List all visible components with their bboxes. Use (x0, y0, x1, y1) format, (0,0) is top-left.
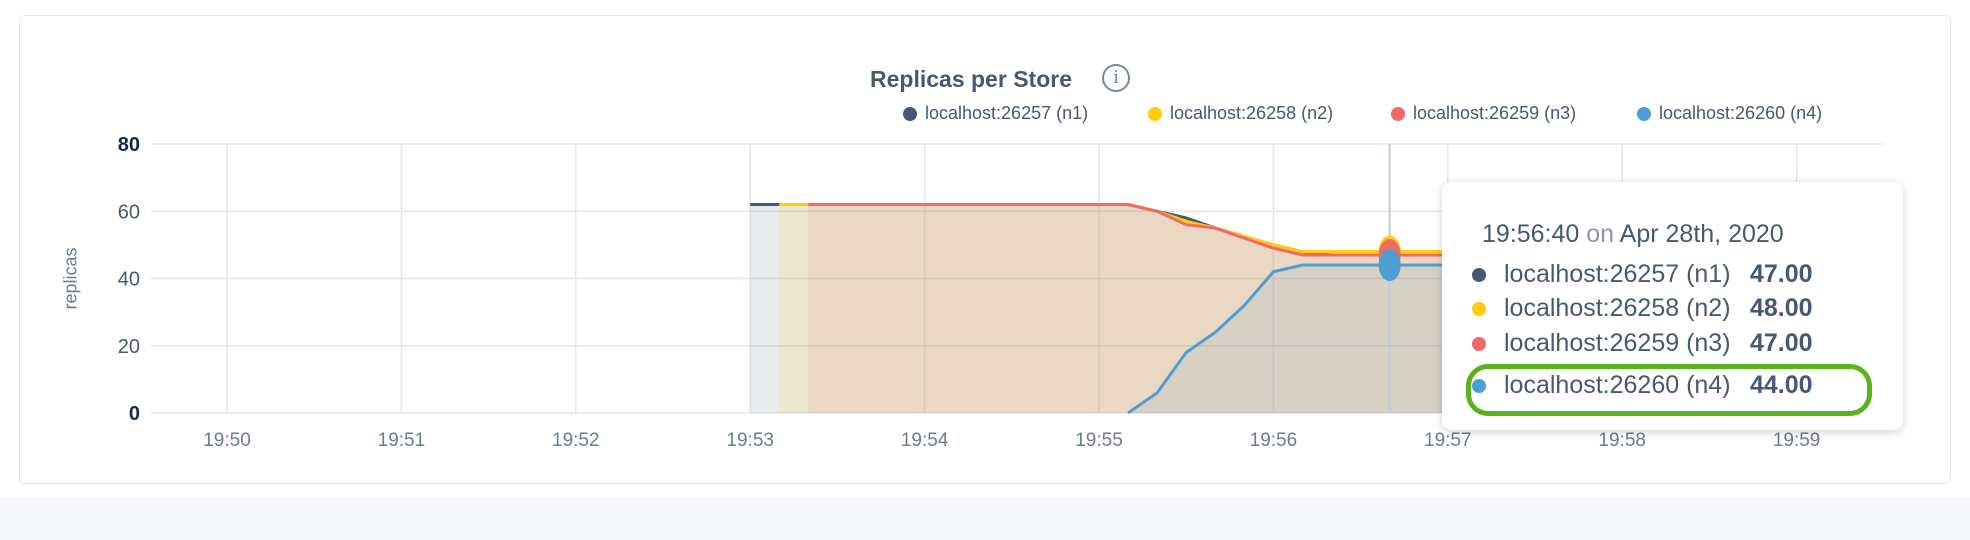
legend-label: localhost:26260 (n4) (1659, 103, 1823, 123)
legend-item-n1[interactable]: localhost:26257 (n1) (903, 103, 1088, 124)
tooltip-series-name: localhost:26260 (n4) (1504, 371, 1731, 399)
legend-dot (903, 106, 917, 121)
tooltip-date: Apr 28th, 2020 (1619, 220, 1784, 248)
x-tick-label: 19:57 (1424, 430, 1472, 451)
x-tick-label: 19:59 (1773, 430, 1821, 451)
legend-label: localhost:26258 (n2) (1170, 103, 1334, 123)
chart-title: Replicas per Store (870, 66, 1072, 92)
y-tick-label: 80 (118, 134, 140, 156)
series-line-n3 (808, 203, 1797, 257)
tooltip-value: 47.00 (1750, 260, 1813, 288)
legend-label: localhost:26257 (n1) (925, 103, 1089, 123)
tooltip-series-name: localhost:26259 (n3) (1504, 329, 1731, 357)
legend-dot (1148, 106, 1162, 121)
series-dot (1472, 301, 1486, 316)
y-tick-label: 40 (118, 269, 140, 291)
tooltip-series-name: localhost:26257 (n1) (1504, 260, 1731, 288)
highlight-outline (1466, 364, 1872, 416)
tooltip-timestamp: 19:56:40 on Apr 28th, 2020 (1482, 220, 1784, 249)
info-icon[interactable]: i (1102, 64, 1130, 92)
series-line-n4 (1127, 263, 1797, 415)
legend-item-n3[interactable]: localhost:26259 (n3) (1391, 103, 1576, 124)
y-tick-label: 60 (118, 201, 140, 223)
chart-tooltip: 19:56:40 on Apr 28th, 2020 localhost:262… (1442, 182, 1903, 430)
legend-item-n4[interactable]: localhost:26260 (n4) (1637, 103, 1822, 124)
x-tick-label: 19:52 (552, 430, 600, 451)
x-tick-label: 19:53 (726, 430, 774, 451)
x-tick-label: 19:55 (1075, 430, 1123, 451)
hover-point-n4 (1378, 249, 1401, 282)
tooltip-value: 48.00 (1750, 294, 1813, 322)
tooltip-value: 44.00 (1750, 371, 1813, 399)
series-dot (1472, 336, 1486, 351)
tooltip-time: 19:56:40 (1482, 220, 1580, 248)
legend-dot (1637, 106, 1651, 121)
tooltip-row-highlighted: localhost:26260 (n4) 44.00 (1472, 371, 1813, 400)
x-tick-label: 19:56 (1250, 430, 1298, 451)
legend-dot (1391, 106, 1405, 121)
x-tick-label: 19:58 (1598, 430, 1646, 451)
tooltip-value: 47.00 (1750, 329, 1813, 357)
x-tick-label: 19:54 (901, 430, 949, 451)
y-tick-label: 0 (129, 403, 140, 425)
x-tick-label: 19:50 (203, 430, 251, 451)
x-tick-label: 19:51 (378, 430, 426, 451)
tooltip-on: on (1586, 220, 1615, 248)
tooltip-series-name: localhost:26258 (n2) (1504, 294, 1731, 322)
series-dot (1472, 267, 1486, 282)
legend-label: localhost:26259 (n3) (1413, 103, 1577, 123)
y-tick-label: 20 (118, 336, 140, 358)
tooltip-row: localhost:26257 (n1) 47.00 (1472, 260, 1813, 289)
tooltip-row: localhost:26259 (n3) 47.00 (1472, 329, 1813, 358)
legend-item-n2[interactable]: localhost:26258 (n2) (1148, 103, 1333, 124)
tooltip-row: localhost:26258 (n2) 48.00 (1472, 294, 1813, 323)
